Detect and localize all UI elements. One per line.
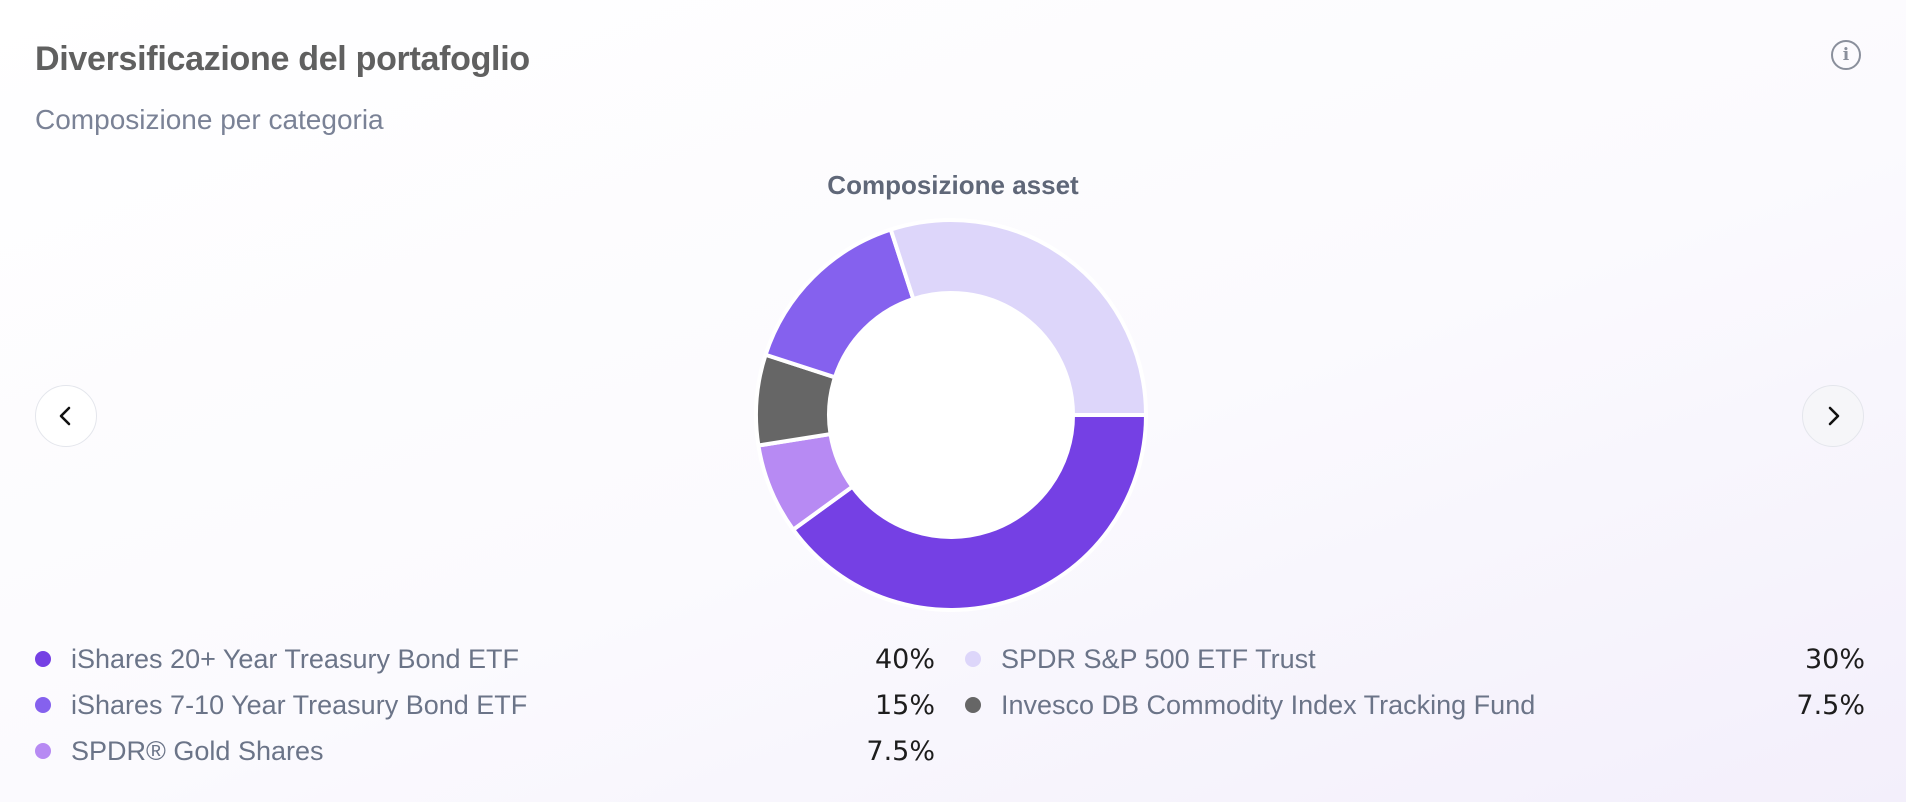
next-button[interactable] (1802, 385, 1864, 447)
legend-color-dot (965, 697, 981, 713)
legend-value: 30% (1804, 643, 1865, 675)
chart-legend: iShares 20+ Year Treasury Bond ETF 40% SPD… (35, 636, 1865, 774)
legend-color-dot (35, 743, 51, 759)
legend-item[interactable]: iShares 7-10 Year Treasury Bond ETF 15% (35, 682, 935, 728)
legend-value: 7.5% (866, 735, 935, 767)
legend-item[interactable]: iShares 20+ Year Treasury Bond ETF 40% (35, 636, 935, 682)
donut-hole (829, 293, 1073, 537)
chart-title: Composizione asset (827, 170, 1079, 200)
card-title: Diversificazione del portafoglio (35, 40, 530, 78)
legend-item[interactable]: Invesco DB Commodity Index Tracking Fund… (965, 682, 1865, 728)
chevron-right-icon (1828, 406, 1840, 426)
legend-value: 15% (874, 689, 935, 721)
legend-item[interactable]: SPDR S&P 500 ETF Trust 30% (965, 636, 1865, 682)
legend-value: 40% (874, 643, 935, 675)
card-subtitle: Composizione per categoria (35, 104, 384, 135)
legend-label: SPDR S&P 500 ETF Trust (1001, 643, 1316, 674)
legend-label: SPDR® Gold Shares (71, 735, 324, 766)
chevron-left-icon (59, 406, 71, 426)
legend-value: 7.5% (1796, 689, 1865, 721)
legend-item[interactable]: SPDR® Gold Shares 7.5% (35, 728, 935, 774)
legend-color-dot (35, 697, 51, 713)
info-icon[interactable]: i (1831, 40, 1861, 70)
legend-color-dot (35, 651, 51, 667)
legend-label: iShares 20+ Year Treasury Bond ETF (71, 643, 520, 674)
legend-color-dot (965, 651, 981, 667)
previous-button[interactable] (35, 385, 97, 447)
legend-label: Invesco DB Commodity Index Tracking Fund (1001, 689, 1536, 720)
legend-label: iShares 7-10 Year Treasury Bond ETF (71, 689, 528, 720)
